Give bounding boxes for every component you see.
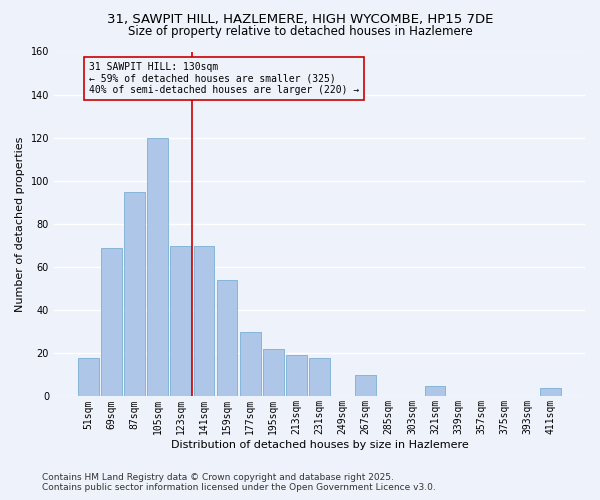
Bar bbox=[194, 246, 214, 396]
Bar bbox=[309, 358, 330, 397]
Bar bbox=[263, 349, 284, 397]
Bar bbox=[101, 248, 122, 396]
Bar bbox=[425, 386, 445, 396]
Bar bbox=[217, 280, 238, 396]
Bar bbox=[148, 138, 168, 396]
Bar bbox=[78, 358, 99, 397]
Text: Contains HM Land Registry data © Crown copyright and database right 2025.
Contai: Contains HM Land Registry data © Crown c… bbox=[42, 473, 436, 492]
Bar bbox=[124, 192, 145, 396]
Bar bbox=[170, 246, 191, 396]
X-axis label: Distribution of detached houses by size in Hazlemere: Distribution of detached houses by size … bbox=[170, 440, 469, 450]
Bar bbox=[355, 375, 376, 396]
Text: Size of property relative to detached houses in Hazlemere: Size of property relative to detached ho… bbox=[128, 25, 472, 38]
Bar bbox=[286, 356, 307, 397]
Bar bbox=[240, 332, 260, 396]
Text: 31 SAWPIT HILL: 130sqm
← 59% of detached houses are smaller (325)
40% of semi-de: 31 SAWPIT HILL: 130sqm ← 59% of detached… bbox=[89, 62, 359, 96]
Text: 31, SAWPIT HILL, HAZLEMERE, HIGH WYCOMBE, HP15 7DE: 31, SAWPIT HILL, HAZLEMERE, HIGH WYCOMBE… bbox=[107, 12, 493, 26]
Bar bbox=[540, 388, 561, 396]
Y-axis label: Number of detached properties: Number of detached properties bbox=[15, 136, 25, 312]
